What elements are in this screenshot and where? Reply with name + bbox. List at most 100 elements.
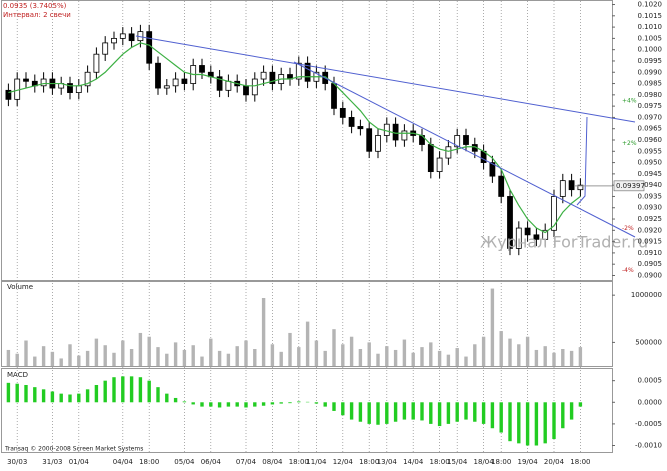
y-tick-label: 0.0940: [638, 181, 663, 189]
x-tick-label: 07/04: [236, 458, 257, 466]
bar: [517, 344, 521, 366]
x-tick-label: 18:00: [289, 458, 309, 466]
bar: [33, 387, 37, 403]
candle-body: [181, 78, 188, 84]
bar: [305, 321, 310, 366]
bar: [77, 393, 81, 403]
bar: [217, 402, 222, 408]
bar: [112, 377, 116, 403]
candle-body: [392, 123, 399, 141]
bar: [253, 402, 257, 407]
bar: [569, 350, 574, 366]
marks: [5, 24, 584, 446]
y-tick-label: 0.0965: [638, 125, 663, 133]
bar: [446, 402, 451, 424]
candle-body: [366, 128, 373, 152]
y-tick-label: 0.0970: [638, 113, 663, 121]
x-tick-label: 18:00: [570, 458, 590, 466]
bar: [173, 397, 178, 403]
bar: [288, 402, 292, 404]
y-tick-label: 0.1015: [638, 12, 663, 20]
macd-panel: [1, 368, 613, 453]
bar: [402, 402, 407, 420]
candle-body: [102, 42, 109, 55]
candle-body: [14, 78, 21, 100]
bar: [341, 402, 345, 416]
candle-body: [463, 135, 469, 145]
y-tick-label: 0.0915: [638, 238, 663, 246]
bar: [121, 340, 125, 366]
bar: [279, 402, 283, 404]
candle-body: [146, 31, 153, 64]
bar: [534, 402, 539, 446]
bar: [182, 401, 187, 403]
candle-body: [533, 234, 540, 240]
y-tick-label: 0.0000: [638, 398, 663, 406]
bar: [473, 344, 477, 366]
bar: [464, 402, 468, 420]
bar: [191, 402, 195, 405]
panel-title: Volume: [7, 283, 33, 291]
bar: [490, 288, 495, 366]
candle-body: [172, 78, 179, 87]
candle-body: [40, 78, 47, 87]
bar: [446, 354, 451, 366]
bar: [59, 358, 63, 366]
bar: [77, 355, 81, 366]
x-tick-label: 19/04: [518, 458, 539, 466]
y-tick-label: 0.0975: [638, 102, 663, 110]
candle-body: [383, 123, 390, 136]
bar: [261, 298, 266, 366]
bar: [332, 402, 336, 411]
bar: [50, 351, 55, 366]
candle-body: [427, 144, 434, 173]
bar: [525, 336, 530, 366]
candle-body: [542, 229, 549, 240]
bar: [393, 349, 398, 366]
candle-body: [357, 126, 364, 130]
y-tick-label: 0.1020: [638, 1, 663, 9]
bar: [6, 349, 11, 366]
x-tick-label: 18:00: [491, 458, 511, 466]
x-tick-label: 18:00: [430, 458, 450, 466]
candle-body: [260, 71, 267, 80]
y-tick-label: 0.0985: [638, 80, 663, 88]
bar: [217, 350, 222, 366]
candle-body: [331, 83, 337, 109]
grid: [16, 1, 581, 452]
bar: [226, 353, 231, 366]
y-tick-label: 0.0925: [638, 215, 663, 223]
x-tick-label: 20/04: [544, 458, 565, 466]
candle-body: [295, 62, 302, 80]
bar: [561, 402, 565, 429]
y-tick-label: 0.0945: [638, 170, 663, 178]
bar: [349, 402, 354, 420]
bar: [200, 402, 204, 407]
y-tick-label: 0.1005: [638, 34, 663, 42]
percent-level: +2%: [622, 140, 637, 147]
bar: [358, 349, 363, 366]
bar: [288, 332, 292, 366]
x-tick-label: 05/04: [174, 458, 195, 466]
y-tick-label: 0.0920: [638, 226, 663, 234]
x-tick-label: 18/04: [474, 458, 495, 466]
candle-body: [111, 37, 117, 44]
x-tick-label: 14/04: [403, 458, 424, 466]
bar: [24, 384, 28, 403]
bar: [261, 402, 266, 406]
bar: [68, 344, 72, 366]
bar: [15, 383, 19, 403]
bar: [41, 389, 46, 403]
bar: [103, 345, 107, 366]
bar: [138, 332, 143, 366]
bar: [24, 340, 28, 366]
bar: [534, 349, 539, 366]
candle-body: [84, 71, 91, 87]
bar: [517, 402, 521, 444]
x-tick-label: 31/03: [42, 458, 62, 466]
candle-body: [348, 117, 355, 127]
bar: [85, 350, 90, 366]
y-tick-label: 0.0930: [638, 204, 663, 212]
bar: [129, 349, 134, 366]
candle-body: [339, 107, 346, 118]
